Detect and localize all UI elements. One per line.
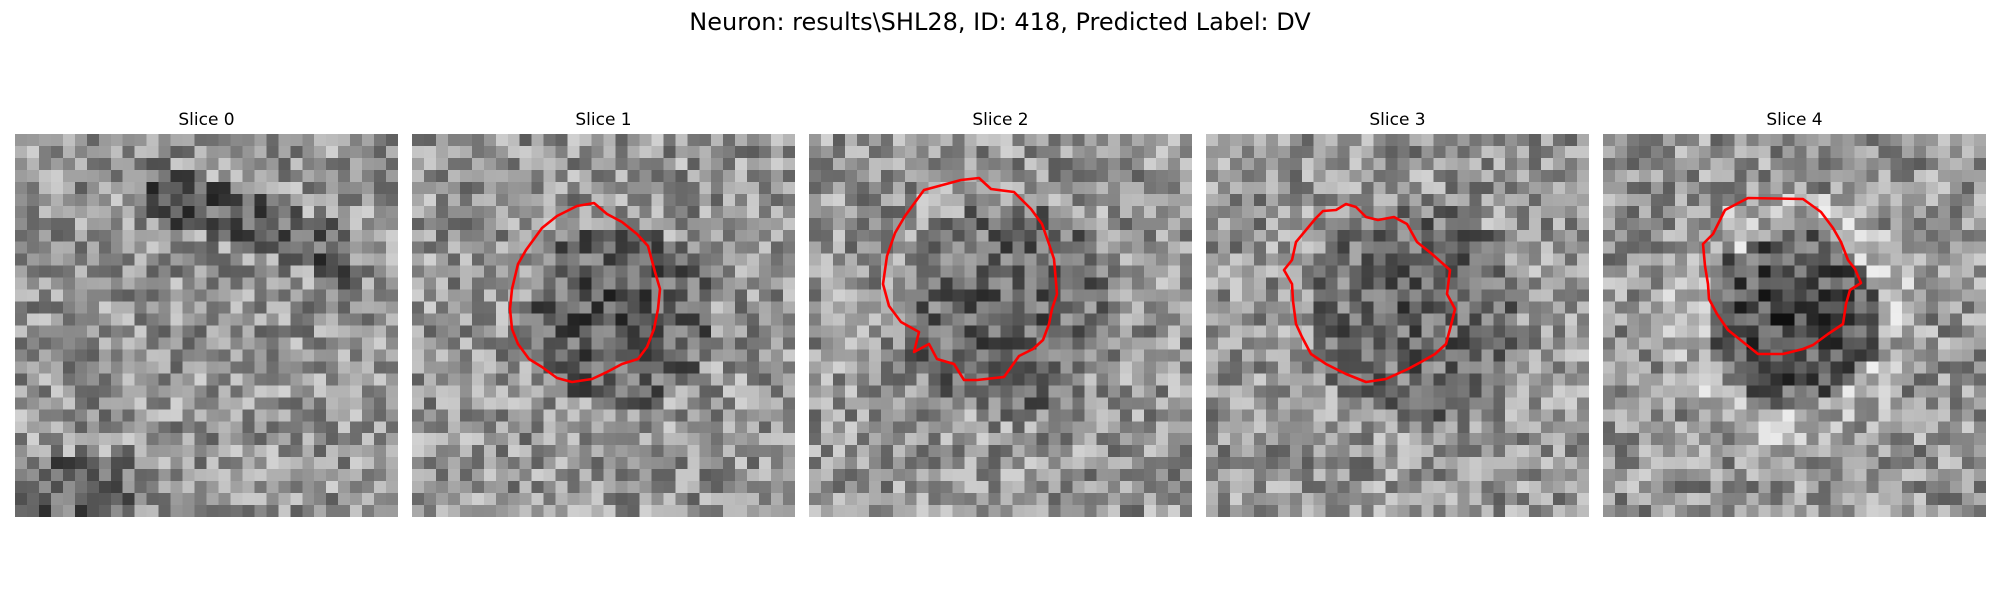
slice-title: Slice 1: [412, 108, 795, 132]
roi-contour-outline: [883, 178, 1057, 380]
slice-image: [15, 134, 398, 517]
roi-contour-outline: [1703, 198, 1861, 354]
roi-contour: [1603, 134, 1986, 517]
slice-panel-0: Slice 0: [15, 108, 398, 520]
slice-title: Slice 2: [809, 108, 1192, 132]
roi-contour: [809, 134, 1192, 517]
roi-contour-outline: [1284, 204, 1455, 382]
roi-contour: [412, 134, 795, 517]
roi-contour: [1206, 134, 1589, 517]
roi-contour-outline: [510, 203, 660, 382]
slice-panel-2: Slice 2: [809, 108, 1192, 520]
slice-title: Slice 3: [1206, 108, 1589, 132]
slice-title: Slice 4: [1603, 108, 1986, 132]
slice-panel-1: Slice 1: [412, 108, 795, 520]
slice-panel-3: Slice 3: [1206, 108, 1589, 520]
figure-title: Neuron: results\SHL28, ID: 418, Predicte…: [0, 6, 2000, 38]
slice-panel-4: Slice 4: [1603, 108, 1986, 520]
slice-title: Slice 0: [15, 108, 398, 132]
